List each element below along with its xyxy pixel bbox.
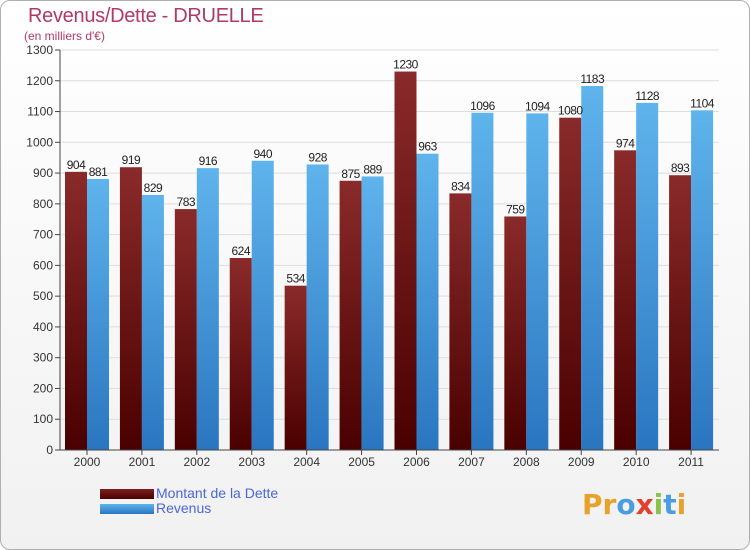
- data-label-revenus: 916: [199, 154, 218, 168]
- x-tick-label: 2004: [293, 455, 320, 469]
- legend-swatch-dette: [100, 488, 154, 499]
- bar-revenus: [306, 164, 329, 450]
- data-label-revenus: 1128: [635, 89, 660, 103]
- y-tick-label: 100: [33, 412, 53, 426]
- data-label-revenus: 1096: [470, 99, 496, 113]
- y-tick-label: 0: [46, 443, 53, 457]
- data-label-dette: 1080: [558, 104, 584, 118]
- logo-letter: P: [582, 488, 603, 521]
- data-label-dette: 783: [177, 195, 196, 209]
- bar-dette: [669, 175, 692, 450]
- x-tick-label: 2011: [678, 455, 704, 469]
- x-tick-label: 2001: [129, 455, 156, 469]
- y-tick-label: 1300: [26, 43, 53, 57]
- bar-dette: [614, 150, 637, 451]
- legend-swatch-revenus: [100, 503, 154, 514]
- legend-item-dette: Montant de la Dette: [100, 486, 278, 501]
- y-tick-label: 300: [33, 351, 53, 365]
- x-tick-label: 2002: [183, 455, 210, 469]
- y-tick-label: 1000: [26, 135, 53, 149]
- logo-letter: t: [663, 488, 677, 521]
- y-tick-label: 200: [33, 381, 53, 395]
- bar-dette: [284, 285, 307, 450]
- proxiti-logo: Proxiti: [582, 488, 686, 521]
- bar-dette: [559, 117, 582, 450]
- data-label-revenus: 1183: [580, 72, 605, 86]
- data-label-revenus: 940: [253, 147, 272, 161]
- bar-revenus: [471, 112, 494, 451]
- bar-revenus: [636, 102, 659, 450]
- logo-letter: i: [653, 488, 664, 521]
- bar-dette: [65, 171, 87, 450]
- bar-dette: [504, 216, 527, 450]
- y-tick-label: 600: [33, 258, 53, 272]
- bar-dette: [449, 193, 472, 450]
- x-tick-label: 2005: [348, 455, 375, 469]
- data-label-revenus: 1094: [525, 99, 551, 113]
- bar-dette: [174, 209, 197, 450]
- data-label-revenus: 928: [308, 150, 327, 164]
- data-label-dette: 624: [231, 244, 250, 258]
- x-tick-label: 2008: [513, 455, 540, 469]
- y-tick-label: 400: [33, 320, 53, 334]
- data-label-revenus: 1104: [690, 96, 715, 110]
- y-tick-label: 1100: [27, 105, 53, 119]
- bar-dette: [119, 167, 142, 450]
- y-tick-label: 800: [33, 197, 53, 211]
- data-label-dette: 534: [286, 272, 305, 286]
- y-tick-label: 1200: [26, 74, 53, 88]
- x-tick-label: 2009: [568, 455, 595, 469]
- data-label-dette: 1230: [393, 58, 419, 72]
- y-tick-label: 700: [33, 228, 53, 242]
- chart-legend: Montant de la Dette Revenus: [100, 486, 278, 516]
- bar-revenus: [416, 153, 439, 450]
- chart-title: Revenus/Dette - DRUELLE: [28, 5, 264, 27]
- logo-letter: o: [616, 488, 636, 521]
- legend-label-dette: Montant de la Dette: [156, 485, 279, 501]
- data-label-dette: 974: [616, 136, 635, 150]
- bar-revenus: [196, 168, 219, 450]
- bar-revenus: [361, 176, 384, 450]
- bar-dette: [339, 180, 362, 450]
- x-tick-label: 2006: [403, 455, 430, 469]
- chart-subtitle: (en milliers d'€): [24, 29, 105, 43]
- logo-letter: r: [602, 488, 617, 521]
- x-tick-label: 2010: [623, 455, 650, 469]
- bar-revenus: [526, 113, 549, 450]
- bar-revenus: [251, 160, 274, 450]
- y-tick-label: 900: [33, 166, 53, 180]
- bar-dette: [394, 71, 417, 451]
- data-label-revenus: 889: [363, 162, 382, 176]
- data-label-dette: 834: [451, 179, 470, 193]
- x-tick-label: 2003: [238, 455, 265, 469]
- logo-letter: x: [635, 488, 654, 521]
- data-label-revenus: 963: [418, 140, 437, 154]
- bar-revenus: [581, 86, 604, 450]
- data-label-dette: 759: [506, 202, 525, 216]
- data-label-revenus: 829: [144, 181, 163, 195]
- legend-label-revenus: Revenus: [156, 500, 212, 516]
- x-tick-label: 2000: [74, 455, 101, 469]
- legend-item-revenus: Revenus: [100, 501, 278, 516]
- bar-revenus: [141, 194, 164, 450]
- data-label-dette: 875: [341, 167, 360, 181]
- data-label-revenus: 881: [89, 165, 108, 179]
- x-tick-label: 2007: [458, 455, 485, 469]
- bar-revenus: [87, 178, 109, 450]
- bar-revenus: [691, 110, 714, 451]
- y-tick-label: 500: [33, 289, 53, 303]
- data-label-dette: 904: [67, 158, 86, 172]
- data-label-dette: 893: [671, 161, 690, 175]
- logo-letter: i: [676, 488, 687, 521]
- data-label-dette: 919: [122, 153, 141, 167]
- bar-dette: [229, 258, 252, 450]
